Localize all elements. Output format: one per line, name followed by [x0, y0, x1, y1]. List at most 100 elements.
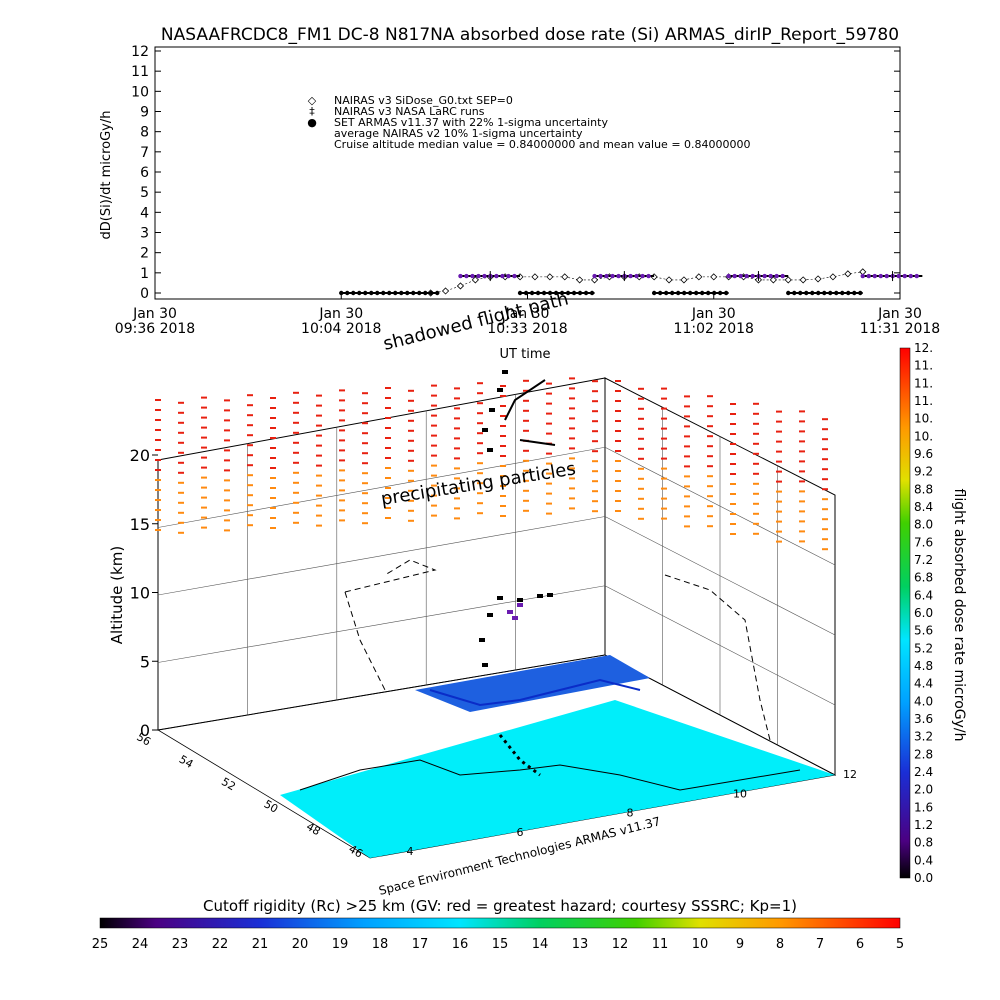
y-tick-label: 7: [140, 145, 149, 161]
armas-point: [688, 291, 692, 295]
latitude-tick-label: 52: [219, 775, 238, 793]
armas-point: [592, 274, 596, 278]
dose-colorbar-tick: 0.4: [914, 853, 933, 867]
y-tick-label: 8: [140, 125, 149, 141]
y-tick-label: 12: [131, 44, 149, 60]
armas-point: [640, 274, 644, 278]
dose-colorbar-tick: 8.0: [914, 518, 933, 532]
rigidity-colorbar-tick: 13: [572, 937, 589, 952]
armas-point: [828, 291, 832, 295]
rigidity-colorbar-tick: 5: [896, 937, 904, 952]
armas-point: [816, 291, 820, 295]
armas-point: [897, 274, 901, 278]
armas-point: [786, 291, 790, 295]
dose-colorbar-tick: 3.2: [914, 730, 933, 744]
flight-path-point: [487, 613, 493, 617]
armas-point: [909, 274, 913, 278]
armas-point: [706, 291, 710, 295]
rigidity-colorbar-tick: 23: [172, 937, 189, 952]
dose-colorbar-tick: 9.2: [914, 465, 933, 479]
armas-point: [572, 291, 576, 295]
armas-point: [494, 274, 498, 278]
armas-point: [903, 274, 907, 278]
y-tick-label: 10: [131, 84, 149, 100]
dose-colorbar-tick: 1.2: [914, 818, 933, 832]
dose-colorbar-tick: 0.0: [914, 871, 933, 885]
dose-colorbar-tick: 8.4: [914, 500, 933, 514]
rigidity-colorbar-fill: [100, 918, 900, 928]
rigidity-colorbar-tick: 20: [292, 937, 309, 952]
armas-point: [464, 274, 468, 278]
scene-3d: 05101520 Altitude (km) 565452504846 4681…: [108, 288, 857, 897]
rigidity-colorbar-tick: 18: [372, 937, 389, 952]
dose-colorbar-tick: 11.: [914, 394, 933, 408]
dose-colorbar-tick: 11.: [914, 359, 933, 373]
latitude-tick-label: 56: [134, 730, 153, 748]
armas-point: [405, 291, 409, 295]
armas-point: [578, 291, 582, 295]
flight-path: [479, 370, 555, 775]
precipitating-particles: [155, 378, 828, 549]
x-tick-label: Jan 30: [132, 306, 177, 322]
rigidity-colorbar-tick: 16: [452, 937, 469, 952]
nairas-point: [443, 288, 449, 294]
armas-point: [732, 274, 736, 278]
armas-point: [774, 274, 778, 278]
longitude-tick-label: 6: [517, 826, 524, 839]
armas-point: [682, 291, 686, 295]
armas-point: [652, 291, 656, 295]
armas-point: [846, 291, 850, 295]
armas-point: [435, 291, 439, 295]
armas-point: [500, 274, 504, 278]
armas-point: [810, 291, 814, 295]
wall-grid-line: [158, 517, 605, 596]
armas-point: [840, 291, 844, 295]
y-tick-label: 5: [140, 185, 149, 201]
dose-colorbar: 0.00.40.81.21.62.02.42.83.23.64.04.44.85…: [900, 341, 967, 885]
nairas-point: [681, 277, 687, 283]
dose-colorbar-tick: 2.0: [914, 783, 933, 797]
armas-point: [375, 291, 379, 295]
dose-colorbar-tick: 6.4: [914, 588, 933, 602]
dose-colorbar-label: flight absorbed dose rate microGy/h: [951, 489, 967, 742]
armas-point: [369, 291, 373, 295]
armas-point: [506, 274, 510, 278]
rigidity-colorbar-tick: 19: [332, 937, 349, 952]
nairas-point: [815, 276, 821, 282]
nairas-point: [562, 274, 568, 280]
dose-colorbar-tick: 11.: [914, 376, 933, 390]
dose-colorbar-tick: 12.: [914, 341, 933, 355]
armas-point: [879, 274, 883, 278]
top-chart-frame: [155, 47, 900, 299]
dose-colorbar-tick: 7.2: [914, 553, 933, 567]
flight-path-point: [517, 603, 523, 607]
rigidity-colorbar: Cutoff rigidity (Rc) >25 km (GV: red = g…: [92, 897, 904, 952]
y-tick-label: 1: [140, 266, 149, 282]
top-chart-x-label: UT time: [500, 347, 551, 362]
dose-colorbar-tick: 8.8: [914, 482, 933, 496]
x-tick-label: Jan 30: [691, 306, 736, 322]
flight-path-point: [512, 616, 518, 620]
armas-point: [584, 291, 588, 295]
armas-point: [768, 274, 772, 278]
armas-point: [387, 291, 391, 295]
longitude-tick-label: 10: [733, 787, 747, 800]
x-tick-label: 11:02 2018: [674, 321, 754, 337]
rigidity-colorbar-tick: 8: [776, 937, 784, 952]
armas-point: [381, 291, 385, 295]
nairas-point: [800, 277, 806, 283]
legend-entry: Cruise altitude median value = 0.8400000…: [334, 138, 751, 151]
rigidity-colorbar-tick: 12: [612, 937, 629, 952]
flight-path-point: [497, 388, 503, 392]
armas-point: [822, 291, 826, 295]
rigidity-colorbar-ticks: 25 24 23 22 21 20 19 18 17 16 15 14 13 12 11 10 9 8 7 6 5: [92, 937, 904, 952]
y-tick-label: 4: [140, 205, 149, 221]
flight-path-point: [502, 370, 508, 374]
armas-point: [852, 291, 856, 295]
nairas-point: [666, 277, 672, 283]
armas-point: [476, 274, 480, 278]
dose-colorbar-ticks: 0.00.40.81.21.62.02.42.83.23.64.04.44.85…: [914, 341, 933, 885]
rigidity-colorbar-tick: 14: [532, 937, 549, 952]
armas-point: [676, 291, 680, 295]
armas-point: [646, 274, 650, 278]
